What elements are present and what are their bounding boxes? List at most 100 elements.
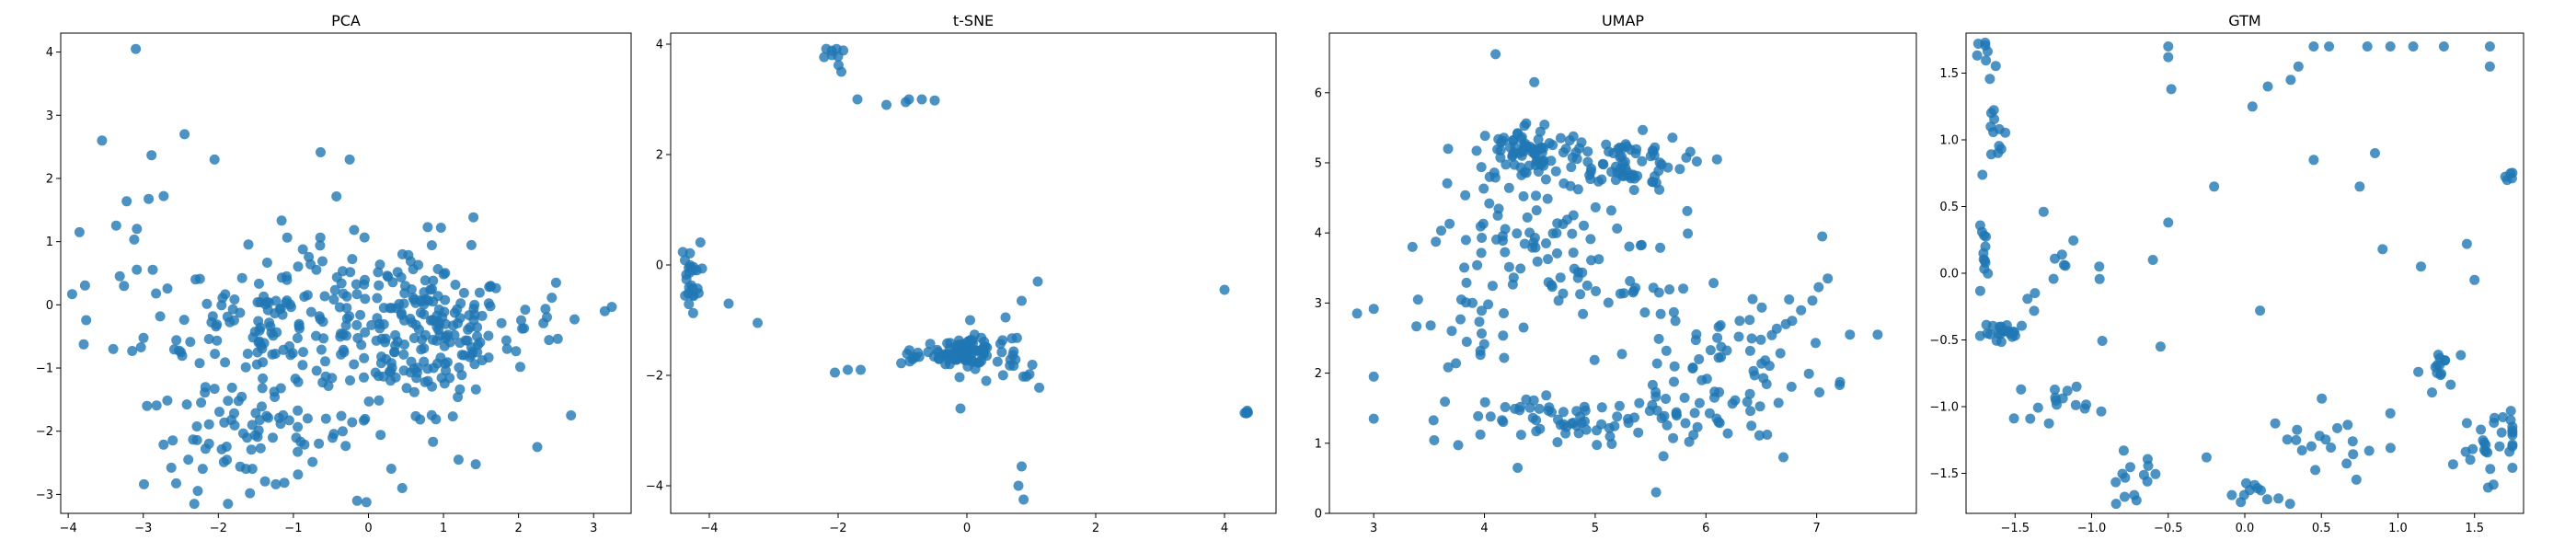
data-point — [1667, 132, 1678, 144]
data-point — [2348, 449, 2359, 460]
data-point — [431, 414, 442, 425]
data-point — [191, 434, 202, 445]
data-point — [2097, 336, 2108, 346]
data-point — [2056, 249, 2067, 260]
data-point — [432, 264, 443, 274]
data-point — [282, 270, 292, 282]
data-point — [1744, 315, 1755, 326]
data-point — [1674, 164, 1685, 175]
data-point — [2059, 259, 2069, 270]
scatter-points — [677, 43, 1253, 505]
data-point — [1013, 480, 1024, 491]
data-point — [1648, 282, 1659, 293]
data-point — [2131, 495, 2142, 506]
data-point — [1995, 321, 2007, 332]
data-point — [830, 367, 840, 378]
data-point — [477, 355, 488, 366]
data-point — [1477, 233, 1488, 243]
data-point — [454, 384, 466, 395]
data-point — [174, 345, 185, 356]
data-point — [97, 135, 108, 146]
data-point — [431, 321, 443, 332]
data-point — [380, 333, 391, 344]
data-point — [1568, 418, 1579, 428]
data-point — [2507, 427, 2518, 438]
data-point — [2408, 41, 2419, 52]
data-point — [2052, 399, 2062, 410]
data-point — [2256, 485, 2266, 496]
data-point — [1687, 362, 1698, 373]
data-point — [1533, 134, 1544, 145]
data-point — [66, 289, 77, 300]
x-tick-label: 3 — [590, 522, 597, 535]
data-point — [1691, 156, 1702, 167]
data-point — [1974, 285, 1985, 296]
x-tick-label: 0 — [364, 522, 372, 535]
data-point — [373, 267, 384, 278]
y-tick-label: −0.5 — [1929, 334, 1959, 348]
data-point — [341, 303, 352, 314]
data-point — [1461, 337, 1472, 347]
data-point — [1786, 381, 1797, 392]
data-point — [1518, 190, 1529, 201]
data-point — [1368, 371, 1379, 382]
data-point — [79, 280, 90, 291]
data-point — [1603, 297, 1614, 308]
data-point — [477, 310, 488, 321]
data-point — [1503, 261, 1514, 272]
data-point — [2284, 499, 2295, 510]
data-point — [370, 367, 381, 378]
data-point — [2163, 41, 2174, 52]
data-point — [836, 66, 846, 77]
data-point — [315, 232, 326, 243]
data-point — [278, 344, 289, 355]
data-point — [843, 364, 853, 375]
data-point — [254, 278, 264, 289]
data-point — [1581, 280, 1593, 291]
data-point — [435, 352, 446, 363]
data-point — [954, 372, 965, 383]
data-point — [245, 488, 256, 499]
data-point — [1552, 247, 1562, 259]
x-tick-label: 0 — [963, 522, 971, 535]
data-point — [1746, 333, 1757, 344]
data-point — [1459, 262, 1470, 273]
data-point — [2500, 171, 2511, 182]
plot-frame — [670, 32, 1277, 514]
data-point — [2326, 443, 2337, 453]
data-point — [1650, 487, 1662, 498]
data-point — [2163, 217, 2174, 228]
data-point — [1624, 241, 1635, 252]
data-point — [387, 277, 398, 288]
data-point — [1661, 345, 1672, 356]
data-point — [265, 321, 276, 332]
data-point — [422, 222, 433, 233]
data-point — [1773, 397, 1784, 408]
data-point — [1601, 139, 1612, 150]
data-point — [544, 335, 555, 346]
data-point — [1758, 373, 1769, 384]
data-point — [282, 232, 293, 243]
data-point — [345, 375, 355, 385]
x-tick-label: 1.0 — [2388, 522, 2408, 535]
data-point — [210, 349, 221, 360]
data-point — [453, 454, 464, 466]
data-point — [363, 396, 374, 407]
data-point — [1628, 185, 1639, 195]
data-point — [2465, 454, 2476, 466]
data-point — [311, 365, 322, 376]
data-point — [2293, 61, 2304, 72]
data-point — [1778, 452, 1788, 463]
data-point — [1500, 402, 1511, 412]
data-point — [361, 497, 372, 508]
data-point — [1471, 145, 1482, 156]
data-point — [1784, 294, 1795, 305]
data-point — [2445, 379, 2456, 390]
data-point — [2094, 261, 2105, 272]
data-point — [1018, 494, 1029, 505]
data-point — [201, 298, 213, 309]
data-point — [1436, 225, 1446, 236]
data-point — [2362, 41, 2373, 52]
data-point — [385, 358, 397, 369]
data-point — [171, 477, 181, 489]
